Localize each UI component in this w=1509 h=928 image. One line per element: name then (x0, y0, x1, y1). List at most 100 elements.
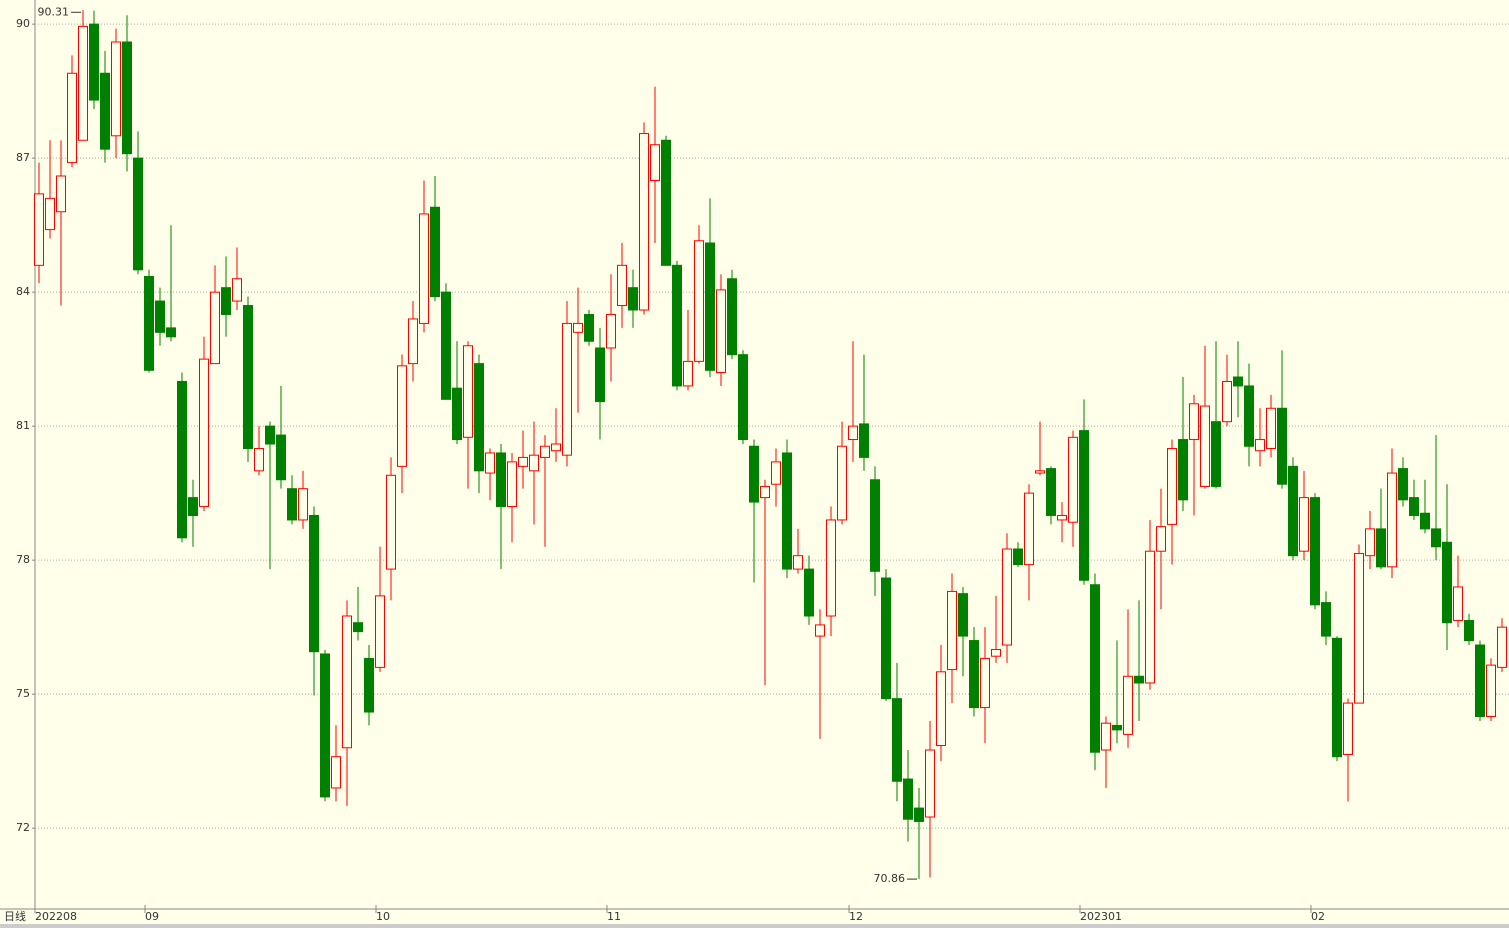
candle-body (947, 590, 957, 671)
candle-body (1178, 439, 1188, 501)
candle-body (650, 144, 660, 181)
candle-body (540, 445, 550, 458)
candle-body (1420, 512, 1430, 530)
candle-body (562, 322, 572, 456)
candle-body (991, 648, 1001, 657)
candle-body (452, 387, 462, 441)
candle-body (408, 318, 418, 365)
period-label: 日线 (4, 909, 26, 923)
candle-body (1233, 376, 1243, 387)
candle-body (1453, 586, 1463, 621)
candle-body (496, 452, 506, 508)
candle-body (1475, 644, 1485, 717)
candle-body (309, 514, 319, 653)
candle-body (771, 461, 781, 485)
candle-body (716, 289, 726, 374)
x-tick-label: 02 (1311, 910, 1325, 923)
candle-body (100, 72, 110, 150)
candle-body (188, 497, 198, 516)
candle-body (1442, 541, 1452, 624)
candle-body (1277, 407, 1287, 485)
candle-body (1222, 380, 1232, 423)
candle-body (584, 313, 594, 342)
candle-body (1167, 447, 1177, 525)
candle-body (1024, 492, 1034, 566)
candle-body (1288, 465, 1298, 557)
candle-body (749, 445, 759, 503)
candle-body (683, 360, 693, 387)
candle-body (551, 443, 561, 452)
candle-body (1200, 405, 1210, 487)
candle-body (1343, 702, 1353, 755)
candle-body (386, 474, 396, 570)
candle-body (441, 291, 451, 400)
candle-body (804, 568, 814, 617)
candle-body (199, 358, 209, 508)
candle-body (925, 749, 935, 818)
candle-body (661, 139, 671, 266)
candle-body (936, 671, 946, 747)
candle-body (243, 305, 253, 449)
candle-body (958, 593, 968, 637)
candle-body (760, 485, 770, 499)
candle-body (166, 327, 176, 338)
candle-body (980, 657, 990, 709)
candle-body (78, 25, 88, 141)
candle-body (1255, 439, 1265, 452)
candle-body (1497, 626, 1507, 668)
candle-body (221, 287, 231, 315)
candle-body (1266, 407, 1276, 449)
candle-body (1354, 552, 1364, 704)
candle-body (1079, 430, 1089, 581)
candle-body (254, 447, 264, 472)
candle-body (34, 193, 44, 266)
candle-body (1299, 497, 1309, 552)
candle-body (1189, 403, 1199, 441)
candle-body (397, 365, 407, 467)
candle-body (606, 313, 616, 349)
x-tick-label: 12 (849, 910, 863, 923)
candle-body (419, 213, 429, 324)
candle-body (1244, 385, 1254, 447)
y-tick-label: 90 (16, 17, 30, 30)
candle-body (529, 454, 539, 472)
candle-body (859, 423, 869, 458)
candle-body (1112, 724, 1122, 731)
candle-body (518, 456, 528, 467)
candle-body (144, 276, 154, 371)
candle-body (1376, 528, 1386, 568)
candle-body (881, 577, 891, 700)
candle-body (177, 380, 187, 539)
candle-body (133, 157, 143, 271)
candle-body (298, 488, 308, 521)
candle-body (89, 23, 99, 101)
x-tick-label: 202301 (1080, 910, 1122, 923)
candle-body (595, 347, 605, 403)
y-tick-label: 75 (16, 687, 30, 700)
x-tick-label: 10 (376, 910, 390, 923)
candle-body (672, 264, 682, 387)
candle-body (969, 640, 979, 709)
candle-body (1310, 497, 1320, 606)
candle-body (617, 264, 627, 307)
candle-body (1398, 468, 1408, 501)
candle-body (1123, 675, 1133, 735)
candle-body (1365, 528, 1375, 557)
candle-body (430, 206, 440, 298)
y-tick-label: 78 (16, 553, 30, 566)
y-tick-label: 72 (16, 821, 30, 834)
candle-body (782, 452, 792, 570)
candle-body (848, 425, 858, 441)
candle-body (265, 425, 275, 445)
candle-body (573, 322, 583, 333)
candle-body (1013, 548, 1023, 566)
y-tick-label: 87 (16, 151, 30, 164)
candle-body (342, 615, 352, 749)
candle-body (870, 479, 880, 572)
candle-body (1321, 602, 1331, 637)
candle-body (1486, 664, 1496, 717)
candle-body (837, 445, 847, 521)
candle-body (738, 354, 748, 441)
candle-body (364, 657, 374, 713)
